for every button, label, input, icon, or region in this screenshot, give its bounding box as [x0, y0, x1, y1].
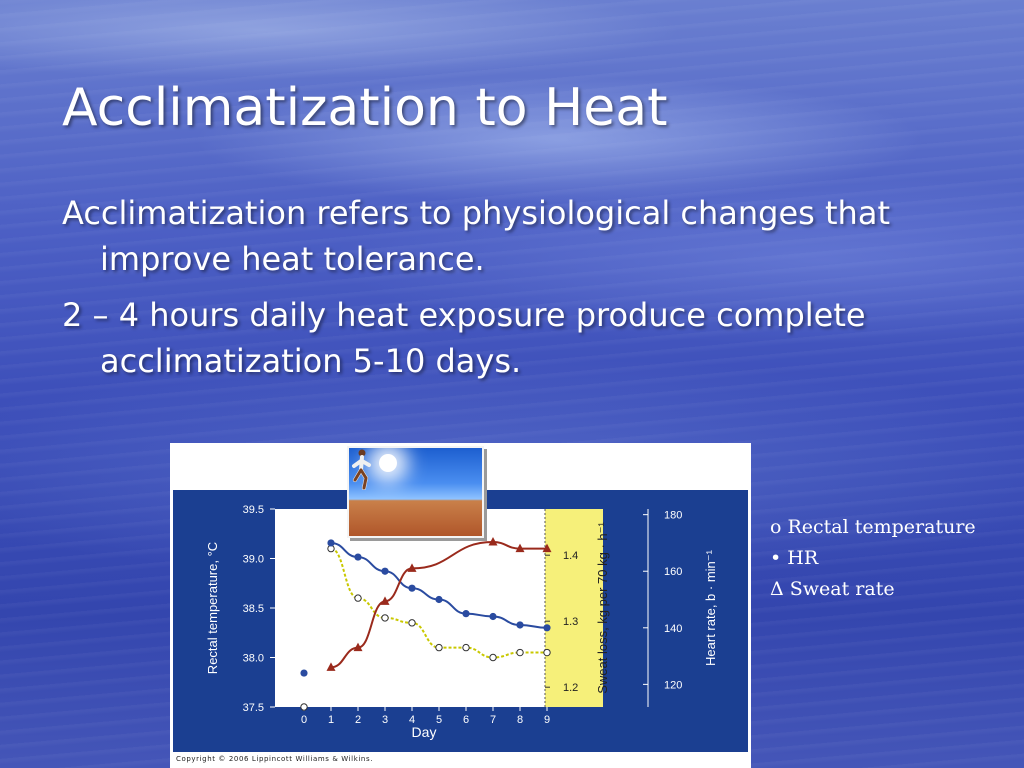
sweat-rate-point — [488, 537, 498, 546]
sweat-rate-point — [515, 543, 525, 553]
x-tick-label: 4 — [409, 714, 415, 726]
slide-title: Acclimatization to Heat — [62, 78, 668, 138]
bullet-exposure-duration: 2 – 4 hours daily heat exposure produce … — [62, 296, 866, 380]
plot-area — [275, 509, 545, 707]
sweat-band — [545, 509, 603, 707]
inner-tick-label: 1.2 — [563, 682, 578, 694]
desert-runner-photo — [347, 446, 484, 538]
heart-rate-point — [381, 567, 389, 575]
sweat-rate-point — [380, 596, 390, 605]
heart-rate-point — [516, 621, 524, 629]
bullet-acclimatization-definition: Acclimatization refers to physiological … — [62, 194, 890, 278]
left-tick-label: 37.5 — [243, 702, 264, 714]
x-tick-label: 8 — [517, 714, 523, 726]
x-tick-label: 5 — [436, 714, 442, 726]
sweat-rate-point — [353, 642, 363, 652]
legend-heart-rate: • HR — [770, 547, 819, 569]
copyright-notice: Copyright © 2006 Lippincott Williams & W… — [176, 755, 374, 763]
right-tick-label: 180 — [664, 510, 682, 522]
x-tick-label: 6 — [463, 714, 469, 726]
rectal-temperature-point — [435, 643, 443, 652]
x-tick-label: 3 — [382, 714, 388, 726]
rectal-temperature-point — [354, 594, 362, 602]
inner-tick-label: 1.4 — [563, 550, 578, 562]
heart-rate-point — [489, 612, 497, 621]
x-tick-label: 0 — [301, 714, 307, 726]
heart-rate-point — [408, 584, 416, 592]
heart-rate-point — [300, 669, 308, 677]
sweat-rate-point — [407, 563, 417, 572]
inner-tick-label: 1.3 — [563, 616, 578, 628]
inner-axis-label: Sweat loss, kg per 70 kg · h⁻¹ — [595, 522, 610, 694]
left-axis-label: Rectal temperature, °C — [205, 542, 220, 674]
sun-shape — [379, 454, 397, 472]
x-tick-label: 9 — [544, 714, 550, 726]
legend-rectal-temperature: o Rectal temperature — [770, 516, 976, 538]
left-tick-label: 38.5 — [243, 603, 264, 615]
left-tick-label: 39.5 — [243, 504, 264, 516]
x-axis-label: Day — [412, 724, 437, 740]
rectal-temperature-point — [516, 648, 524, 657]
x-tick-label: 1 — [328, 714, 334, 726]
right-tick-label: 160 — [664, 566, 682, 578]
right-axis-label: Heart rate, b · min⁻¹ — [703, 549, 718, 666]
left-tick-label: 38.0 — [243, 653, 264, 665]
rectal-temperature-point — [381, 614, 389, 622]
acclimatization-figure: 0 1 2 3 4 5 6 7 8 9 Day 39.5 39.0 38.5 38.0 37.5 Rectal … — [170, 443, 751, 768]
runner-silhouette — [352, 449, 371, 490]
right-tick-label: 140 — [664, 623, 682, 635]
heart-rate-point — [543, 624, 551, 632]
chart-legend: o Rectal temperature • HR Δ Sweat rate — [770, 512, 976, 605]
legend-sweat-rate: Δ Sweat rate — [770, 578, 895, 600]
left-tick-label: 39.0 — [243, 554, 264, 566]
sweat-rate-point — [542, 543, 552, 553]
rectal-temperature-point — [300, 703, 308, 711]
x-tick-label: 2 — [355, 714, 361, 726]
sweat-rate-point — [326, 662, 336, 671]
rectal-temperature-point — [408, 619, 416, 627]
rectal-temperature-point — [543, 648, 551, 657]
heart-rate-point — [354, 553, 362, 561]
rectal-temperature-point — [462, 643, 470, 652]
slide-body: Acclimatization refers to physiological … — [62, 190, 992, 394]
heart-rate-point — [327, 539, 335, 547]
rectal-temperature-point — [489, 653, 497, 662]
x-tick-label: 7 — [490, 714, 496, 726]
heart-rate-point — [462, 610, 470, 618]
right-tick-label: 120 — [664, 679, 682, 691]
heart-rate-point — [435, 595, 443, 604]
